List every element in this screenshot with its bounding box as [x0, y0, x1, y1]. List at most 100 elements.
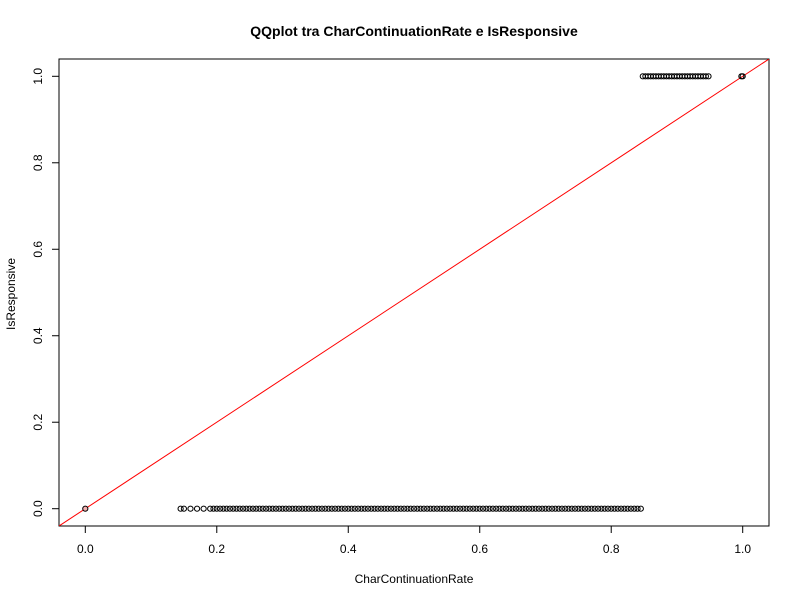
data-point	[522, 505, 529, 512]
data-point	[486, 505, 493, 512]
data-point	[259, 505, 266, 512]
data-point	[424, 505, 431, 512]
data-point	[351, 505, 358, 512]
data-point	[358, 505, 365, 512]
data-point	[401, 505, 408, 512]
data-point	[322, 505, 329, 512]
data-point	[627, 505, 635, 512]
data-point	[601, 505, 608, 512]
data-point	[489, 505, 496, 512]
data-point	[493, 505, 500, 512]
data-point	[581, 505, 589, 512]
data-point	[562, 505, 569, 512]
data-point	[614, 505, 621, 512]
data-point	[460, 505, 467, 512]
data-point	[361, 505, 368, 512]
data-point	[516, 505, 523, 512]
data-point	[302, 505, 309, 512]
data-point	[450, 505, 457, 512]
data-point	[282, 505, 289, 512]
data-point	[470, 505, 477, 512]
data-point	[588, 505, 595, 512]
data-point	[447, 505, 454, 512]
data-point	[456, 505, 464, 512]
data-point	[437, 505, 444, 512]
data-point	[479, 505, 487, 512]
data-point	[443, 505, 450, 512]
data-point	[410, 505, 418, 512]
data-point	[473, 505, 480, 512]
data-point	[345, 505, 352, 512]
data-point	[634, 505, 641, 512]
data-point	[539, 505, 546, 512]
x-axis-label: CharContinuationRate	[355, 572, 474, 586]
data-point	[430, 505, 437, 512]
data-point	[568, 505, 575, 512]
data-point	[394, 505, 401, 512]
data-point	[617, 505, 625, 512]
data-point	[230, 505, 237, 512]
data-point	[348, 505, 355, 512]
data-point	[387, 505, 395, 512]
data-point	[525, 505, 533, 512]
data-point	[417, 505, 424, 512]
data-point	[210, 505, 217, 512]
data-point	[256, 505, 263, 512]
data-point	[575, 505, 582, 512]
data-point	[624, 505, 631, 512]
data-point	[499, 505, 506, 512]
x-tick-label: 0.0	[77, 542, 94, 556]
data-point	[591, 505, 598, 512]
data-point	[414, 505, 421, 512]
data-point	[404, 505, 411, 512]
data-point	[378, 505, 385, 512]
data-point	[266, 505, 273, 512]
data-point	[312, 505, 319, 512]
data-point	[200, 505, 207, 512]
x-tick-label: 0.4	[340, 542, 357, 556]
data-point	[243, 505, 250, 512]
data-point	[371, 505, 378, 512]
data-point	[555, 505, 562, 512]
data-point	[433, 505, 441, 512]
x-tick-label: 0.2	[208, 542, 225, 556]
data-point	[233, 505, 240, 512]
data-point	[578, 505, 585, 512]
data-point	[309, 505, 316, 512]
data-point	[338, 505, 345, 512]
data-point	[180, 505, 188, 512]
x-tick-label: 0.6	[471, 542, 488, 556]
reference-line	[59, 59, 769, 526]
y-axis-label: IsResponsive	[4, 258, 18, 330]
data-point	[262, 505, 270, 512]
data-point	[207, 505, 214, 512]
data-point	[341, 505, 349, 512]
data-point	[269, 505, 276, 512]
data-point	[82, 505, 89, 512]
x-tick-label: 0.8	[603, 542, 620, 556]
data-point	[272, 505, 280, 512]
data-point	[571, 505, 579, 512]
data-point	[299, 505, 306, 512]
data-point	[594, 505, 602, 512]
data-point	[193, 505, 201, 512]
data-point	[611, 505, 618, 512]
data-point	[506, 505, 513, 512]
data-point	[332, 505, 339, 512]
data-point	[381, 505, 388, 512]
data-point	[604, 505, 612, 512]
data-point	[391, 505, 398, 512]
data-point	[621, 505, 628, 512]
y-tick-label: 0.4	[31, 327, 45, 344]
data-point	[368, 505, 375, 512]
data-point	[440, 505, 447, 512]
data-point	[558, 505, 566, 512]
data-point	[453, 505, 460, 512]
data-point	[384, 505, 391, 512]
data-point	[364, 505, 372, 512]
data-point	[565, 505, 572, 512]
data-point	[355, 505, 362, 512]
data-point	[476, 505, 483, 512]
data-point	[249, 505, 257, 512]
data-point	[220, 505, 227, 512]
